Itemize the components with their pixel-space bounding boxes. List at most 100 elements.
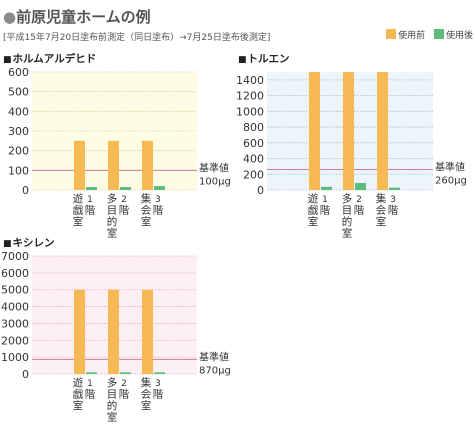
xylene-category-label-char: 集 — [141, 376, 152, 389]
xylene-category-label-char: 多 — [107, 376, 118, 389]
toluene-bar-after — [321, 186, 332, 190]
xylene-category-label-char: 会 — [141, 388, 152, 401]
formaldehyde-category-label-char: 集 — [141, 192, 152, 205]
formaldehyde-bar-before — [142, 140, 153, 190]
toluene-bar-before — [343, 72, 354, 190]
formaldehyde-category-label-char: 目 — [107, 205, 118, 217]
xylene-category-label-char: 階 — [85, 389, 96, 401]
toluene-y-tick-label: 0 — [257, 184, 264, 197]
toluene-category-label-char: 階 — [354, 205, 365, 217]
toluene-bar-before — [309, 72, 320, 190]
xylene-y-tick-label: 5000 — [1, 284, 29, 297]
xylene-category-label-char: 室 — [107, 411, 118, 424]
xylene-y-tick-label: 2000 — [1, 334, 29, 347]
xylene-category-label-char: 遊 — [73, 376, 84, 389]
xylene-y-tick-label: 0 — [22, 368, 29, 381]
toluene-y-tick-label: 1400 — [236, 74, 264, 87]
formaldehyde-y-tick-label: 0 — [22, 184, 29, 197]
formaldehyde-y-tick-label: 500 — [8, 86, 29, 99]
formaldehyde-category-label-char: 室 — [141, 215, 152, 228]
formaldehyde-category-label-char: 遊 — [73, 192, 84, 205]
xylene-category-label-char: 1 — [87, 379, 93, 389]
toluene-category-label-char: 戯 — [308, 204, 319, 217]
page-title-text: 前原児童ホームの例 — [16, 8, 151, 26]
toluene-category-label-char: 遊 — [308, 192, 319, 205]
toluene-category-label-char: 階 — [320, 205, 331, 217]
toluene-category-label-char: 3 — [390, 195, 396, 205]
formaldehyde-category-label-char: 戯 — [73, 204, 84, 217]
toluene-y-tick-label: 1000 — [236, 105, 264, 118]
xylene-y-tick-label: 7000 — [1, 250, 29, 263]
toluene-category-label-char: 2 — [356, 195, 362, 205]
xylene-category-label-char: 室 — [141, 399, 152, 412]
toluene-category-label-char: 多 — [342, 192, 353, 205]
toluene-bar-after — [389, 187, 400, 190]
chart-title-toluene-text: トルエン — [247, 53, 290, 65]
xylene-threshold-label: 基準値 — [199, 350, 229, 363]
xylene-bar-before — [142, 289, 153, 374]
toluene-y-tick-label: 600 — [243, 137, 264, 150]
formaldehyde-category-label-char: 的 — [107, 215, 118, 228]
chart-title-xylene: ■キシレン — [3, 235, 55, 250]
square-bullet-icon: ■ — [238, 55, 247, 65]
toluene-category-label-char: 階 — [388, 205, 399, 217]
xylene-bar-after — [154, 372, 165, 374]
toluene-category-label-char: 1 — [322, 195, 328, 205]
xylene-bar-after — [120, 372, 131, 374]
formaldehyde-y-tick-label: 100 — [8, 164, 29, 177]
page-title: ●前原児童ホームの例 — [3, 6, 151, 27]
formaldehyde-category-label-char: 階 — [119, 205, 130, 217]
formaldehyde-category-label-char: 階 — [85, 205, 96, 217]
formaldehyde-category-label-char: 階 — [153, 205, 164, 217]
legend-label-after: 使用後 — [445, 31, 473, 41]
formaldehyde-y-tick-label: 400 — [8, 105, 29, 118]
bullet-circle-icon: ● — [3, 8, 17, 26]
toluene-category-label-char: 的 — [342, 215, 353, 228]
formaldehyde-category-label-char: 室 — [73, 215, 84, 228]
square-bullet-icon: ■ — [3, 55, 12, 65]
chart-title-formaldehyde: ■ホルムアルデヒド — [3, 51, 96, 66]
xylene-category-label-char: 的 — [107, 399, 118, 412]
xylene-category-label-char: 3 — [155, 379, 161, 389]
xylene-y-tick-label: 1000 — [1, 351, 29, 364]
toluene-y-tick-label: 400 — [243, 153, 264, 166]
toluene-category-label-char: 室 — [342, 227, 353, 240]
formaldehyde-category-label-char: 3 — [155, 195, 161, 205]
formaldehyde-bar-after — [154, 186, 165, 190]
formaldehyde-bar-after — [86, 187, 97, 190]
formaldehyde-y-tick-label: 200 — [8, 145, 29, 158]
toluene-y-tick-label: 1200 — [236, 90, 264, 103]
chart-title-formaldehyde-text: ホルムアルデヒド — [12, 53, 97, 65]
xylene-y-tick-label: 6000 — [1, 267, 29, 280]
toluene-bar-after — [355, 182, 366, 190]
xylene-category-label-char: 目 — [107, 389, 118, 401]
toluene-category-label-char: 目 — [342, 205, 353, 217]
square-bullet-icon: ■ — [3, 239, 12, 249]
xylene-bar-after — [86, 372, 97, 374]
formaldehyde-bar-before — [74, 140, 85, 190]
toluene-threshold-label: 基準値 — [435, 161, 465, 174]
xylene-category-label-char: 戯 — [73, 388, 84, 401]
toluene-category-label-char: 室 — [376, 215, 387, 228]
toluene-category-label-char: 集 — [376, 192, 387, 205]
formaldehyde-y-tick-label: 300 — [8, 125, 29, 138]
formaldehyde-bar-after — [120, 187, 131, 190]
toluene-category-label-char: 会 — [376, 204, 387, 217]
toluene-bar-before — [377, 72, 388, 190]
legend-label-before: 使用前 — [398, 31, 426, 41]
xylene-category-label-char: 2 — [121, 379, 127, 389]
legend-swatch-after — [433, 29, 444, 39]
formaldehyde-category-label-char: 室 — [107, 227, 118, 240]
toluene-threshold-value: 260μg — [435, 176, 467, 187]
formaldehyde-category-label-char: 多 — [107, 192, 118, 205]
formaldehyde-category-label-char: 1 — [87, 195, 93, 205]
formaldehyde-category-label-char: 2 — [121, 195, 127, 205]
formaldehyde-category-label-char: 会 — [141, 204, 152, 217]
xylene-y-tick-label: 3000 — [1, 317, 29, 330]
formaldehyde-threshold-value: 100μg — [199, 176, 231, 187]
formaldehyde-y-tick-label: 600 — [8, 66, 29, 79]
formaldehyde-threshold-label: 基準値 — [199, 161, 229, 174]
legend-swatch-before — [386, 29, 397, 39]
